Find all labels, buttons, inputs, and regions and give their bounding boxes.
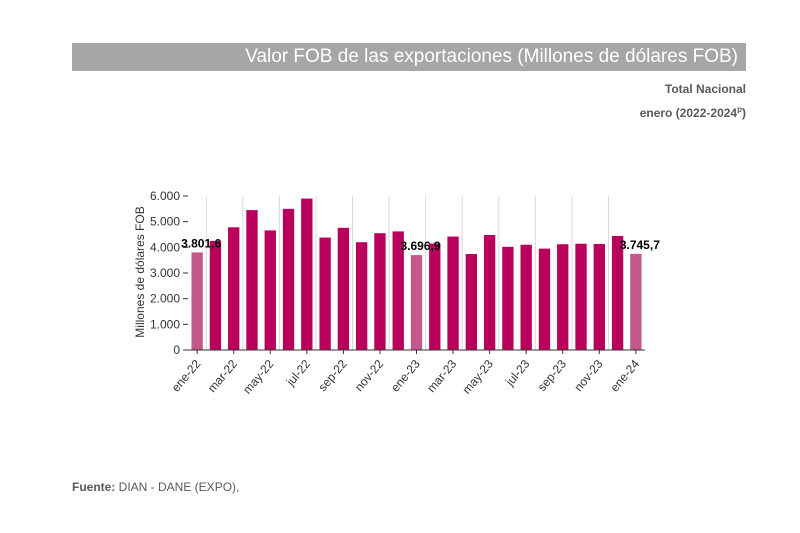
bar-ago-22: [319, 237, 331, 350]
y-tick-label: 6.000: [150, 189, 180, 203]
y-tick-label: 1.000: [150, 317, 180, 331]
bar-feb-23: [429, 243, 441, 350]
chart-title-bar: Valor FOB de las exportaciones (Millones…: [72, 43, 746, 71]
subtitle-period: enero (2022-2024p): [640, 105, 746, 120]
data-label: 3.745,7: [620, 238, 660, 252]
subtitle-region: Total Nacional: [664, 82, 746, 96]
bar-dic-22: [392, 231, 404, 350]
bar-may-23: [483, 235, 496, 350]
bar-sep-23: [557, 244, 569, 350]
x-tick-label: mar-23: [424, 357, 459, 395]
bar-jul-22: [301, 198, 313, 350]
data-label: 3.801,6: [181, 236, 221, 250]
bar-ene-24: [630, 253, 642, 350]
x-tick-label: jul-22: [283, 357, 313, 389]
y-tick-label: 3.000: [150, 266, 180, 280]
x-tick-label: ene-24: [607, 357, 642, 395]
bar-nov-22: [374, 233, 386, 350]
data-labels: 3.801,6 3.696,9 3.745,7: [181, 236, 660, 253]
subtitle-period-main: enero (2022-2024: [639, 106, 738, 120]
y-axis: 0 1.000 2.000 3.000 4.000 5.000 6.000: [150, 189, 188, 357]
bar-ene-22: [191, 252, 203, 350]
bar-abr-23: [465, 254, 478, 350]
bar-sep-22: [337, 227, 350, 350]
y-tick-label: 2.000: [150, 292, 180, 306]
bar-abr-22: [246, 210, 258, 350]
bar-may-22: [264, 230, 276, 350]
bar-mar-23: [447, 236, 459, 350]
x-tick-label: jul-23: [502, 357, 532, 389]
bar-mar-22: [228, 227, 240, 350]
x-tick-label: nov-22: [352, 357, 387, 394]
source-label: Fuente:: [72, 480, 116, 494]
x-tick-label: ene-23: [388, 357, 423, 395]
y-axis-title: Millones de dólares FOB: [133, 206, 147, 337]
source-note: Fuente: DIAN - DANE (EXPO),: [72, 480, 239, 494]
bar-feb-22: [209, 240, 222, 350]
x-axis: ene-22 mar-22 may-22 jul-22 sep-22 nov-22 ene-…: [169, 349, 645, 397]
bars: [191, 198, 642, 350]
x-tick-label: mar-22: [205, 357, 240, 395]
bar-ago-23: [538, 248, 551, 350]
source-text: DIAN - DANE (EXPO),: [115, 480, 240, 494]
subtitle-period-close: ): [742, 106, 746, 120]
y-tick-label: 5.000: [150, 215, 180, 229]
bar-oct-23: [575, 243, 587, 350]
x-tick-label: ene-22: [169, 357, 204, 395]
grid-lines: [205, 196, 609, 350]
y-tick-label: 4.000: [150, 240, 180, 254]
y-tick-label: 0: [173, 343, 180, 357]
bar-jun-23: [502, 246, 514, 350]
bar-dic-23: [611, 236, 624, 350]
subtitle-period-sup: p: [737, 105, 742, 114]
bar-oct-22: [355, 242, 368, 350]
x-tick-label: may-23: [459, 357, 496, 397]
x-tick-label: sep-23: [535, 357, 570, 394]
data-label: 3.696,9: [400, 239, 440, 253]
bar-nov-23: [593, 243, 605, 350]
bar-jun-22: [282, 208, 295, 350]
chart-title: Valor FOB de las exportaciones (Millones…: [245, 46, 738, 67]
x-tick-label: nov-23: [571, 357, 606, 394]
x-tick-label: sep-22: [315, 357, 350, 394]
bar-ene-23: [410, 255, 423, 350]
x-tick-label: may-22: [240, 357, 277, 397]
bar-jul-23: [520, 244, 532, 350]
